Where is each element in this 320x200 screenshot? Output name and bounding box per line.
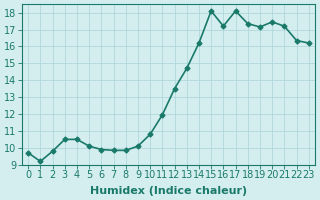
X-axis label: Humidex (Indice chaleur): Humidex (Indice chaleur) xyxy=(90,186,247,196)
